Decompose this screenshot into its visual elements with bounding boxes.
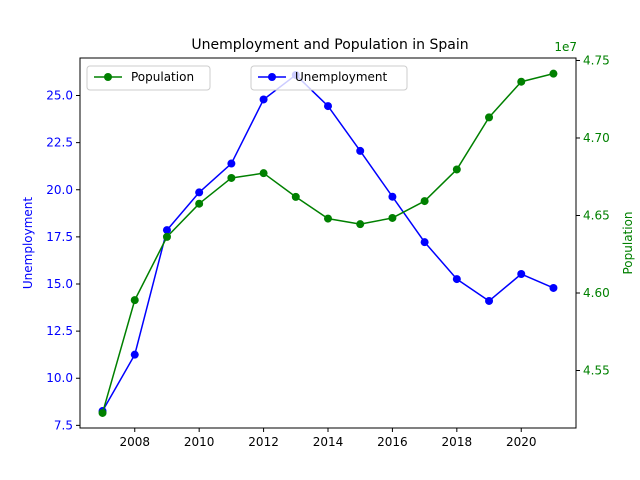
data-point-unemployment <box>162 226 171 235</box>
legend-label-population: Population <box>131 70 194 84</box>
data-point-unemployment <box>227 159 236 168</box>
y-axis-right-label: Population <box>621 211 635 274</box>
data-point-population <box>195 199 204 208</box>
x-tick-label: 2018 <box>442 435 473 449</box>
x-tick-label: 2014 <box>313 435 344 449</box>
y-left-tick-label: 10.0 <box>46 371 73 385</box>
data-point-population <box>291 192 300 201</box>
data-point-unemployment <box>420 238 429 247</box>
series-layer <box>98 69 558 417</box>
data-point-unemployment <box>485 296 494 305</box>
data-point-population <box>485 113 494 122</box>
x-tick-label: 2012 <box>248 435 279 449</box>
data-point-population <box>324 214 332 223</box>
data-point-unemployment <box>356 146 365 155</box>
data-point-unemployment <box>130 350 139 359</box>
x-tick-label: 2008 <box>119 435 150 449</box>
chart-title: Unemployment and Population in Spain <box>191 37 468 53</box>
data-point-population <box>549 69 558 78</box>
y-left-tick-label: 20.0 <box>46 183 73 197</box>
data-point-unemployment <box>549 283 558 292</box>
y-left-tick-label: 22.5 <box>46 136 73 150</box>
y-right-tick-label: 4.65 <box>583 208 610 222</box>
y-axis-left-label: Unemployment <box>21 197 35 290</box>
data-point-population <box>259 169 268 178</box>
y-axis-left: 7.5 10.0 12.5 15.0 17.5 20.0 22.5 25.0 <box>46 89 80 432</box>
y-left-tick-label: 25.0 <box>46 89 73 103</box>
y-axis-right: 4.55 4.60 4.65 4.70 4.75 <box>576 53 610 377</box>
y-left-tick-label: 12.5 <box>46 324 73 338</box>
y-right-tick-label: 4.60 <box>583 286 610 300</box>
data-point-population <box>162 232 171 241</box>
y-left-tick-label: 7.5 <box>54 418 73 432</box>
legend-unemployment: Unemployment <box>250 65 408 91</box>
data-point-population <box>98 408 107 417</box>
data-point-unemployment <box>324 102 332 111</box>
y-right-tick-label: 4.70 <box>583 131 610 145</box>
y-right-tick-label: 4.75 <box>583 53 610 67</box>
series-population <box>98 69 558 417</box>
data-point-unemployment <box>195 188 204 197</box>
data-point-unemployment <box>517 270 526 279</box>
legend-population: Population <box>86 65 211 91</box>
y-left-tick-label: 15.0 <box>46 277 73 291</box>
x-tick-label: 2016 <box>377 435 408 449</box>
y-axis-right-offset-label: 1e7 <box>554 40 577 54</box>
legend-frame-unemployment <box>250 65 408 91</box>
legend-marker-population <box>104 73 112 81</box>
legend-marker-unemployment <box>268 73 276 81</box>
x-axis: 2008 2010 2012 2014 2016 2018 2020 <box>119 428 537 449</box>
data-point-unemployment <box>452 275 461 284</box>
data-point-population <box>420 197 429 206</box>
data-point-population <box>452 165 461 174</box>
data-point-population <box>356 220 365 229</box>
data-point-population <box>517 77 526 86</box>
data-point-population <box>388 213 397 222</box>
y-right-tick-label: 4.55 <box>583 363 610 377</box>
y-left-tick-label: 17.5 <box>46 230 73 244</box>
data-point-population <box>130 296 139 305</box>
data-point-unemployment <box>259 95 268 104</box>
x-tick-label: 2020 <box>506 435 537 449</box>
data-point-unemployment <box>388 192 397 201</box>
data-point-population <box>227 173 236 182</box>
legend-frame-population <box>86 65 211 91</box>
x-tick-label: 2010 <box>184 435 215 449</box>
legend-label-unemployment: Unemployment <box>295 70 388 84</box>
